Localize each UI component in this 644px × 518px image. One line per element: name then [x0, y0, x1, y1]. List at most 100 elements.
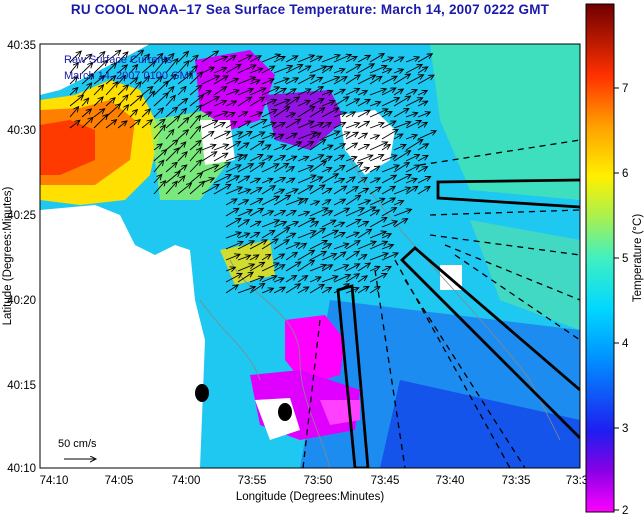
transect-lines — [302, 139, 580, 468]
surface-current-vectors — [69, 50, 436, 294]
current-vector — [309, 123, 324, 129]
current-vector — [285, 97, 299, 107]
current-vector — [381, 186, 395, 195]
current-vector — [261, 145, 271, 151]
current-vector — [357, 177, 367, 184]
current-vector — [333, 144, 345, 151]
current-vector — [357, 99, 370, 107]
current-vector — [153, 125, 165, 140]
current-vector — [357, 188, 368, 195]
current-vector — [249, 56, 261, 63]
current-vector — [81, 109, 91, 118]
current-vector — [237, 272, 253, 283]
current-vector — [249, 283, 265, 294]
current-vector — [261, 220, 279, 228]
current-vector — [93, 76, 105, 85]
current-vector — [141, 76, 150, 85]
current-vector — [189, 126, 201, 140]
current-vector — [321, 131, 340, 140]
current-vector — [393, 74, 410, 85]
current-vector — [225, 90, 239, 96]
current-vector — [189, 66, 197, 74]
current-vector — [273, 100, 290, 107]
current-vector — [201, 131, 214, 140]
current-vector — [381, 121, 396, 129]
current-vector — [405, 121, 421, 129]
current-vector — [345, 75, 360, 85]
current-vector — [417, 131, 436, 140]
current-vector — [369, 178, 380, 184]
current-vector — [309, 56, 322, 63]
current-vector — [273, 78, 289, 85]
current-vector — [177, 165, 187, 173]
current-vector — [249, 120, 267, 129]
y-tick-label: 40:35 — [7, 40, 36, 52]
current-vector — [153, 53, 163, 63]
current-vector — [333, 165, 345, 173]
current-vector — [237, 55, 252, 63]
current-vector — [237, 121, 251, 129]
current-vector — [249, 240, 267, 250]
current-vector — [69, 107, 79, 118]
current-vector — [345, 220, 361, 228]
current-vector — [105, 63, 116, 74]
current-vector — [285, 199, 303, 206]
current-vector — [357, 241, 376, 250]
current-vector — [153, 174, 162, 184]
current-vector — [93, 85, 104, 96]
current-vector — [321, 265, 333, 272]
current-vector — [225, 218, 241, 228]
current-vector — [249, 262, 265, 272]
current-vector — [273, 66, 293, 74]
current-vector — [357, 110, 370, 118]
current-vector — [285, 178, 295, 183]
current-vector — [201, 165, 219, 173]
current-vector — [117, 121, 127, 129]
current-vector — [381, 221, 397, 228]
current-vector — [261, 179, 273, 184]
current-vector — [141, 61, 155, 74]
current-vector — [309, 277, 321, 283]
current-vector — [225, 267, 235, 271]
current-vector — [285, 56, 298, 63]
current-vector — [417, 75, 434, 85]
current-vector — [261, 239, 278, 250]
current-vector — [273, 178, 285, 184]
current-vector — [177, 118, 189, 129]
current-vector — [237, 220, 249, 228]
current-vector — [381, 69, 392, 73]
current-vector — [309, 108, 325, 118]
current-vector — [393, 89, 403, 96]
current-vector — [369, 198, 385, 206]
y-tick-label: 40:30 — [7, 125, 36, 137]
x-tick-label: 73:35 — [502, 475, 531, 487]
current-vector — [393, 151, 411, 162]
current-vector — [81, 83, 92, 96]
current-vector — [285, 284, 300, 294]
current-vector — [69, 95, 83, 107]
current-vector — [297, 75, 315, 85]
current-vector — [177, 176, 185, 184]
current-vector — [213, 57, 227, 63]
current-vector — [105, 50, 121, 63]
current-vector — [273, 107, 290, 118]
current-vector — [309, 133, 321, 140]
current-vector — [285, 65, 303, 74]
current-vector — [381, 155, 397, 162]
current-vector — [321, 188, 332, 195]
current-vector — [369, 102, 381, 106]
current-vector — [333, 233, 345, 239]
current-vector — [81, 54, 92, 63]
current-vector — [213, 122, 225, 129]
x-tick-label: 74:05 — [105, 475, 134, 487]
current-vector — [261, 164, 279, 173]
current-vector — [225, 273, 242, 283]
current-vector — [153, 93, 168, 107]
current-vector — [381, 144, 390, 151]
current-vector — [369, 66, 387, 74]
current-vector — [297, 186, 313, 195]
current-vector — [129, 95, 142, 107]
current-vector — [213, 68, 227, 74]
current-vector — [369, 109, 388, 118]
current-vector — [381, 198, 395, 206]
